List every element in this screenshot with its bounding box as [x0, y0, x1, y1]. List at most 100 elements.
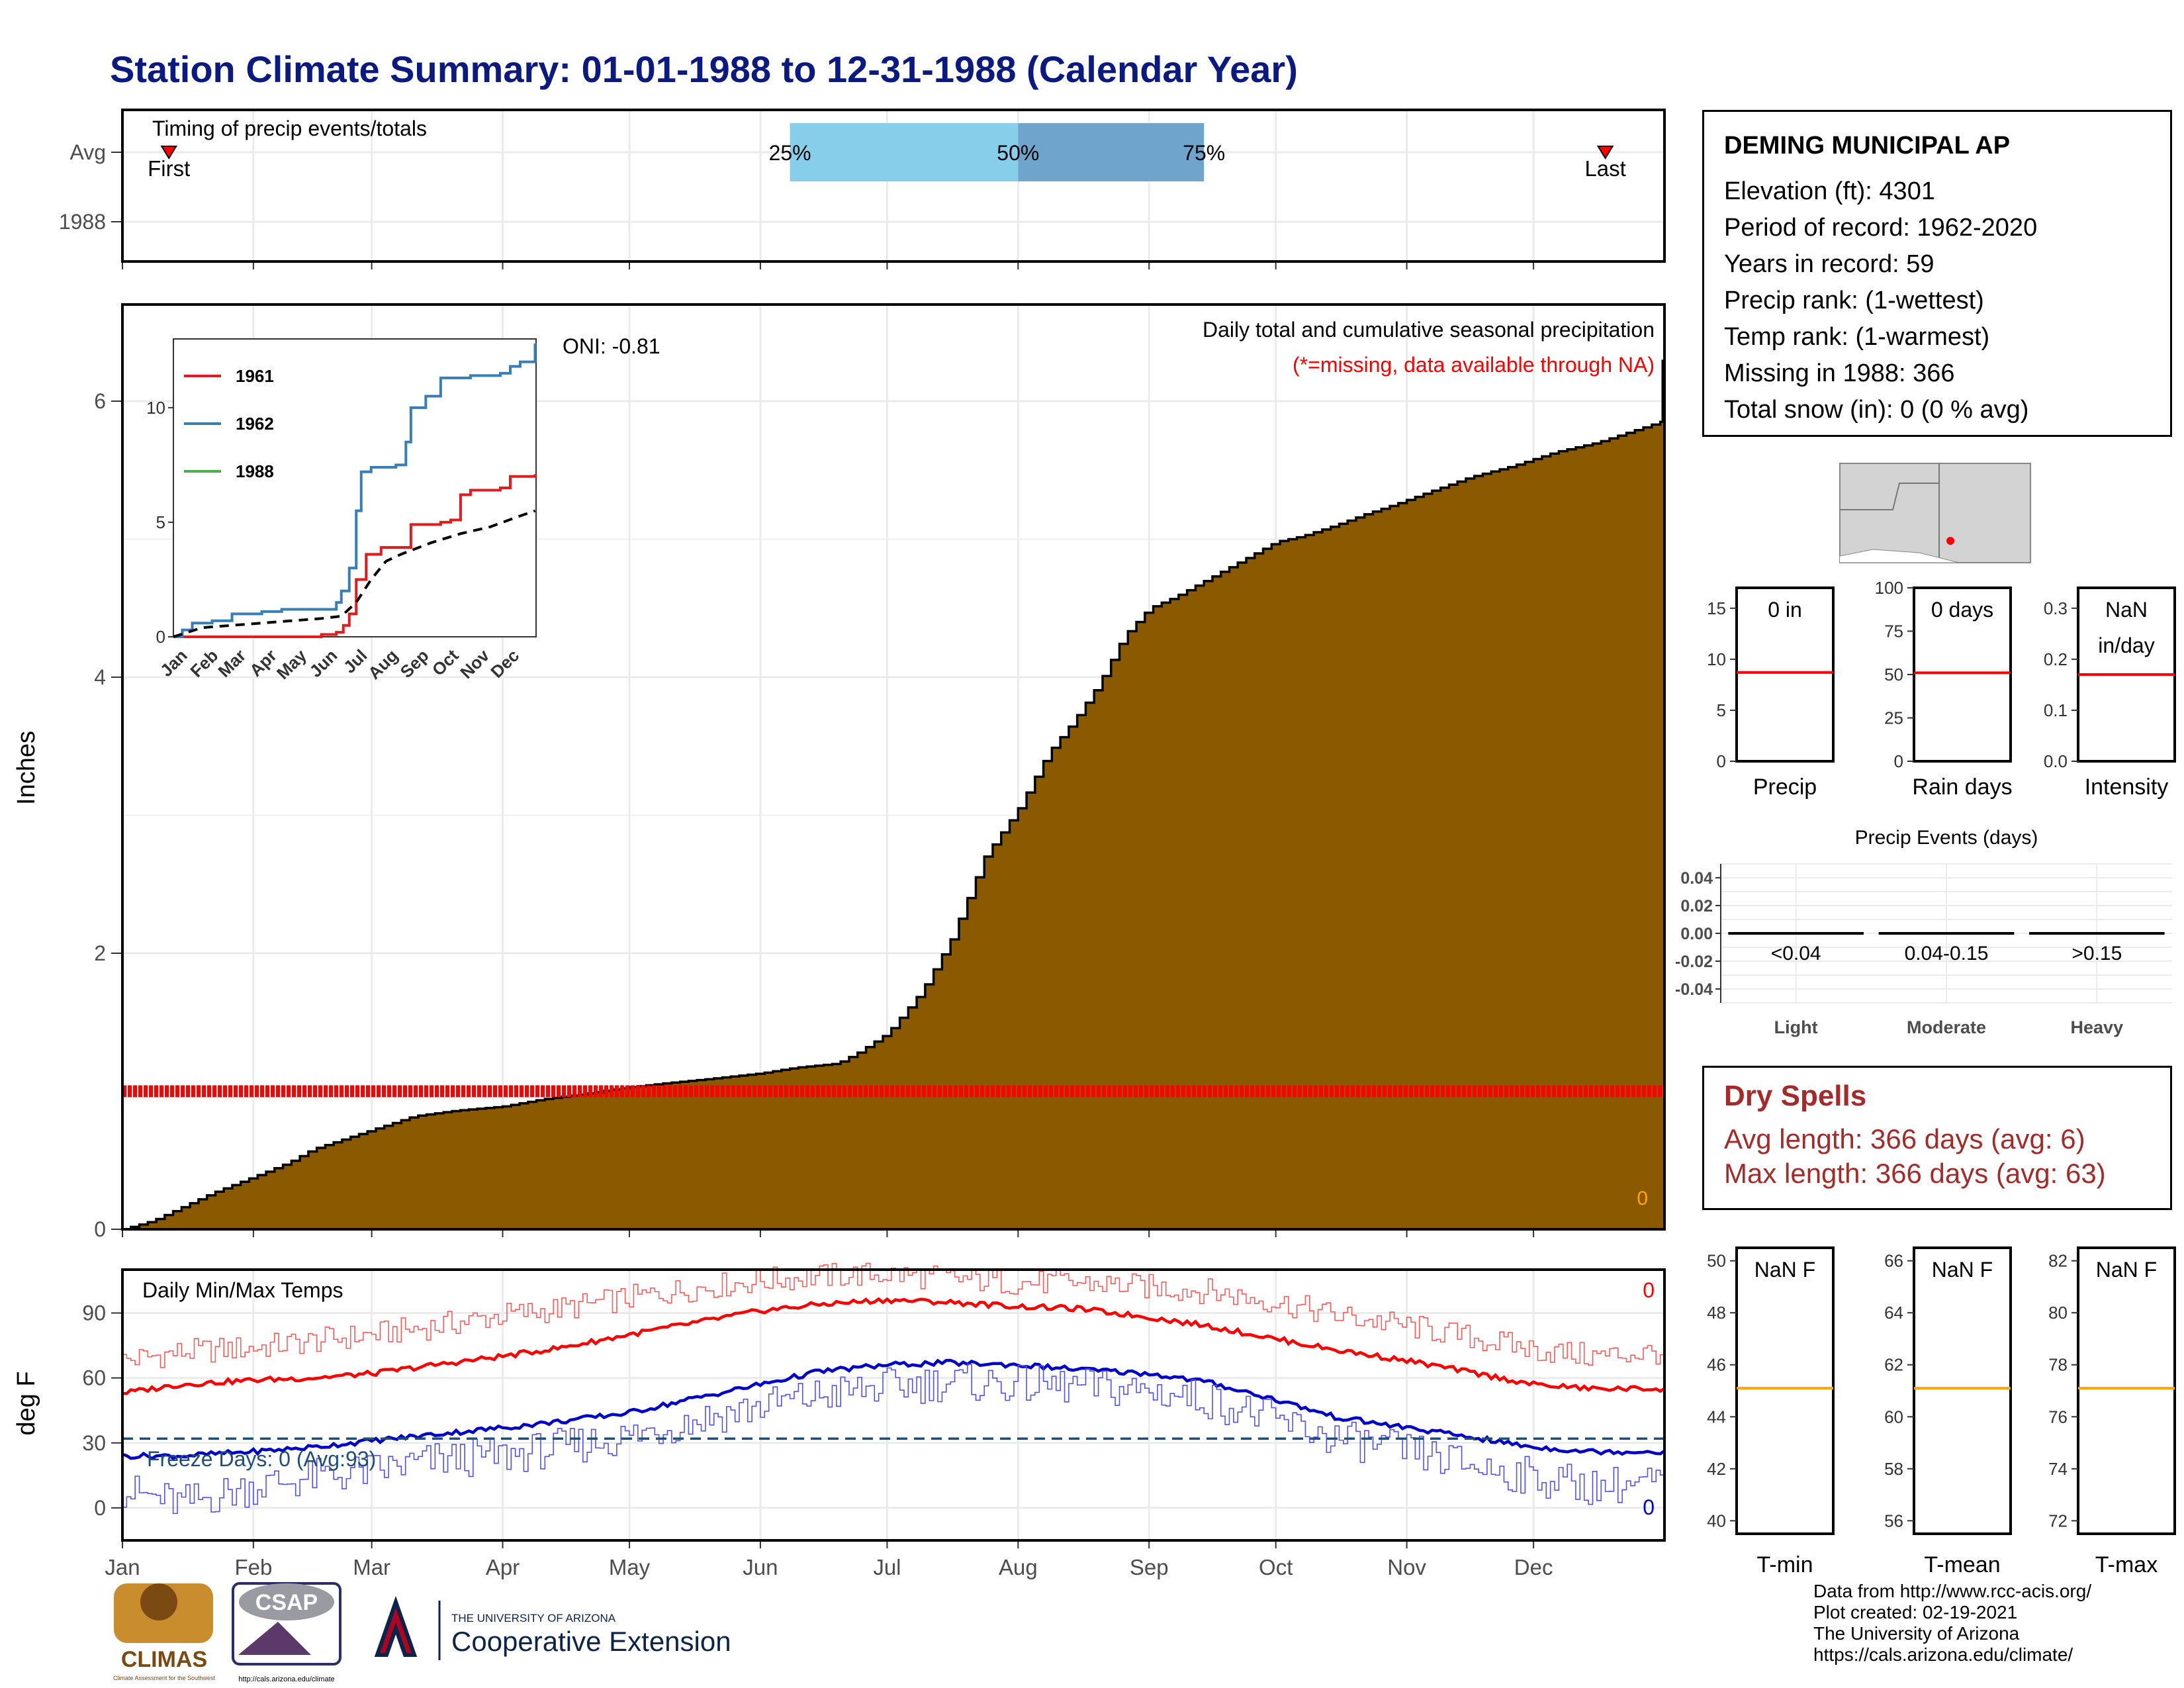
temps-y-axis-label: deg F — [13, 1371, 40, 1435]
station-dot — [1946, 537, 1954, 545]
events-bin-label: 0.04-0.15 — [1905, 943, 1989, 964]
mini_tmax-tick-label: 74 — [2048, 1459, 2068, 1479]
mini_precip-label: Precip — [1753, 774, 1817, 800]
mini_raindays-tick-label: 75 — [1884, 622, 1903, 641]
station-precip-rank: Precip rank: (1-wettest) — [1724, 287, 1984, 314]
credits: Data from http://www.rcc-acis.org/ Plot … — [1813, 1581, 2091, 1665]
mini_tmin-frame — [1735, 1246, 1835, 1535]
climas-logo-sun — [140, 1583, 177, 1620]
cumulative-precip-panel: 0 2 4 6 Inches Daily total and cumulative sea… — [13, 303, 1666, 1241]
mini_tmax-value: NaN F — [2096, 1258, 2157, 1282]
mini_raindays-tick-label: 25 — [1884, 708, 1903, 728]
credits-url: https://cals.arizona.edu/climate/ — [1813, 1644, 2073, 1665]
month-label: Jun — [743, 1555, 778, 1579]
temperature-panel: Freeze Days: 0 (Avg:93) Daily Min/Max Tem… — [13, 1262, 1666, 1579]
mini_tmin-value: NaN F — [1754, 1258, 1815, 1282]
cum-y-tick-label: 0 — [94, 1217, 106, 1241]
mini_tmean-tick-label: 62 — [1884, 1355, 1903, 1375]
page-title: Station Climate Summary: 01-01-1988 to 1… — [110, 48, 1298, 90]
mini_tmean-tick-label: 58 — [1884, 1459, 1903, 1479]
station-info-box: DEMING MUNICIPAL AP Elevation (ft): 4301… — [1702, 110, 2172, 437]
quantile-bar-high — [1018, 123, 1205, 181]
map-background — [1839, 463, 2031, 563]
timing-marker-label: Last — [1584, 156, 1625, 181]
inset-average-line — [173, 509, 536, 638]
mini_intensity-tick-label: 0.0 — [2044, 751, 2068, 771]
month-label: Nov — [1387, 1555, 1426, 1579]
temps-frame — [121, 1268, 1666, 1542]
events-y-tick-label: -0.02 — [1675, 953, 1713, 971]
timing-marker — [1596, 146, 1614, 160]
month-label: Sep — [1130, 1555, 1169, 1579]
mini_intensity-value: NaN — [2105, 598, 2148, 622]
events-y-tick-label: 0.02 — [1680, 897, 1713, 915]
timing-title: Timing of precip events/totals — [152, 117, 427, 140]
mini_raindays-frame — [1913, 586, 2012, 763]
mini_tmean-tick-label: 64 — [1884, 1303, 1903, 1323]
inset-legend-label: 1961 — [236, 366, 274, 386]
cum-y-tick-label: 2 — [94, 941, 106, 965]
inset-y-tick-label: 5 — [156, 512, 165, 532]
cum-y-tick-label: 6 — [94, 389, 106, 413]
mini_precip-value: 0 in — [1768, 598, 1802, 622]
events-category-label: Moderate — [1907, 1017, 1986, 1037]
mini_tmean-frame — [1913, 1246, 2012, 1535]
dry-spells-box: Dry Spells Avg length: 366 days (avg: 6)… — [1702, 1066, 2172, 1210]
csap-logo-cloud — [239, 1583, 334, 1620]
inset-series-1962 — [173, 343, 537, 638]
temps-plot-area — [122, 1270, 1664, 1540]
temps-max-count: 0 — [1643, 1278, 1655, 1302]
mini_tmin-tick-label: 50 — [1707, 1251, 1726, 1271]
mini_tmin-tick-label: 46 — [1707, 1355, 1726, 1375]
mini_tmin-label: T-min — [1757, 1552, 1813, 1577]
mini_tmax-frame — [2077, 1246, 2176, 1535]
dry-spells-avg: Avg length: 366 days (avg: 6) — [1724, 1123, 2085, 1154]
cum-frame — [121, 303, 1666, 1231]
quantile-bar-low — [790, 123, 1019, 181]
cum-y-tick-label: 4 — [94, 665, 106, 689]
temps-title: Daily Min/Max Temps — [142, 1278, 343, 1302]
station-missing: Missing in 1988: 366 — [1724, 359, 1955, 387]
mini_intensity-label: Intensity — [2085, 774, 2169, 800]
mini_intensity-value-unit: in/day — [2098, 633, 2154, 657]
timing-panel: 25% 50% 75% First Last Timing of precip event… — [59, 109, 1666, 269]
mini_raindays-value: 0 days — [1931, 598, 1993, 622]
mini_raindays-tick-label: 50 — [1884, 665, 1903, 684]
mini_tmax-tick-label: 76 — [2048, 1407, 2068, 1427]
temps-avg-min-line — [122, 1358, 1666, 1460]
mini_raindays-tick-label: 0 — [1894, 751, 1903, 771]
mini_precip-tick-label: 10 — [1707, 649, 1726, 669]
credits-source: Data from http://www.rcc-acis.org/ — [1813, 1581, 2092, 1601]
mini_intensity-tick-label: 0.3 — [2044, 598, 2068, 618]
quantile-label: 25% — [769, 141, 811, 165]
map-region-white — [1839, 549, 1960, 563]
dry-spells-title: Dry Spells — [1724, 1080, 1867, 1112]
station-name: DEMING MUNICIPAL AP — [1724, 132, 2011, 160]
temps-y-tick-label: 60 — [82, 1366, 106, 1390]
temps-y-tick-label: 0 — [94, 1496, 106, 1520]
mini_tmean-tick-label: 60 — [1884, 1407, 1903, 1427]
month-label: Apr — [486, 1555, 520, 1579]
ua-big-text: Cooperative Extension — [451, 1626, 731, 1657]
mini_precip-tick-label: 0 — [1717, 751, 1726, 771]
events-bin-label: >0.15 — [2071, 943, 2122, 964]
mini_tmean-label: T-mean — [1924, 1552, 2000, 1577]
mini_tmax-tick-label: 78 — [2048, 1355, 2068, 1375]
events-y-tick-label: 0.04 — [1680, 869, 1713, 888]
mini_raindays-tick-label: 100 — [1875, 578, 1903, 598]
quantile-label: 75% — [1183, 141, 1225, 165]
mini_tmax-tick-label: 72 — [2048, 1511, 2068, 1530]
inset-legend-label: 1988 — [236, 461, 274, 481]
temps-min-count: 0 — [1643, 1495, 1655, 1519]
timing-frame — [121, 109, 1666, 263]
month-label: Aug — [999, 1555, 1038, 1579]
mini_tmax-tick-label: 82 — [2048, 1251, 2068, 1271]
timing-row-label: Avg — [69, 140, 106, 164]
cum-corner-value: 0 — [1637, 1188, 1648, 1209]
month-label: Feb — [234, 1555, 272, 1579]
oni-label: ONI: -0.81 — [563, 334, 660, 358]
mini_intensity-tick-label: 0.2 — [2044, 649, 2068, 669]
station-period: Period of record: 1962-2020 — [1724, 214, 2038, 242]
freeze-days-label: Freeze Days: 0 (Avg:93) — [147, 1447, 376, 1471]
csap-logo-url: http://cals.arizona.edu/climate — [238, 1675, 335, 1683]
